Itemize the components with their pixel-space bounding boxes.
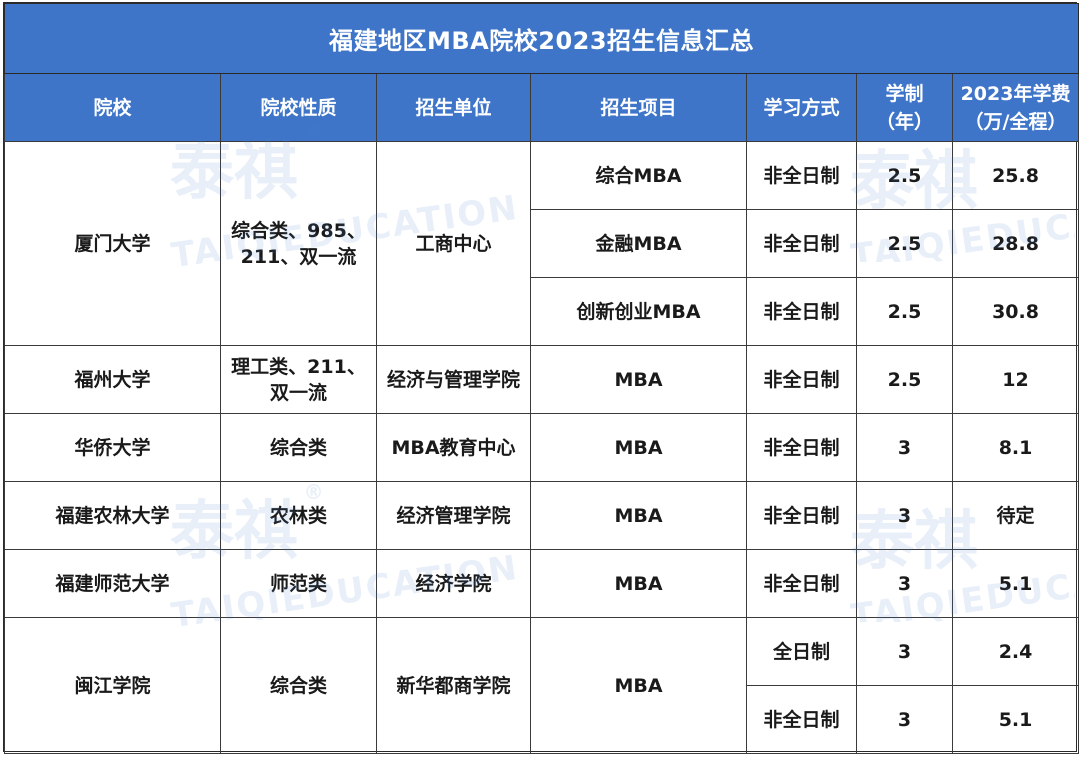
cell-project: 金融MBA xyxy=(530,209,747,278)
column-header-fee: 2023年学费 （万/全程） xyxy=(951,73,1080,142)
cell-fee: 2.4 xyxy=(951,617,1080,686)
cell-project: 创新创业MBA xyxy=(530,277,747,346)
cell-mode: 全日制 xyxy=(746,617,857,686)
cell-school: 闽江学院 xyxy=(4,617,221,754)
column-header-unit: 招生单位 xyxy=(376,73,531,142)
cell-mode: 非全日制 xyxy=(746,549,857,618)
cell-nature: 综合类 xyxy=(220,617,377,754)
header-row: 院校 院校性质 招生单位 招生项目 学习方式 学制 （年） 2023年学费 （万… xyxy=(4,73,1080,142)
cell-fee: 待定 xyxy=(951,481,1080,550)
cell-unit: 工商中心 xyxy=(376,141,531,346)
cell-school: 华侨大学 xyxy=(4,413,221,482)
cell-project: MBA xyxy=(530,617,747,754)
cell-unit: 经济管理学院 xyxy=(376,481,531,550)
cell-mode: 非全日制 xyxy=(746,481,857,550)
cell-fee: 12 xyxy=(951,345,1080,414)
table-row: 福建师范大学 师范类 经济学院 MBA 非全日制 3 5.1 xyxy=(4,549,1080,618)
cell-unit: 经济学院 xyxy=(376,549,531,618)
column-header-school: 院校 xyxy=(4,73,221,142)
cell-project: MBA xyxy=(530,481,747,550)
cell-project: 综合MBA xyxy=(530,141,747,210)
table-row: 非全日制 3 5.1 xyxy=(5,685,1080,754)
cell-nature: 综合类、985、 211、双一流 xyxy=(220,141,377,346)
cell-years: 3 xyxy=(856,481,953,550)
table-row: 福建农林大学 农林类 经济管理学院 MBA 非全日制 3 待定 xyxy=(4,481,1080,550)
cell-school: 福建农林大学 xyxy=(4,481,221,550)
cell-nature: 农林类 xyxy=(220,481,377,550)
mba-admissions-table: 福建地区MBA院校2023招生信息汇总 院校 院校性质 招生单位 招生项目 学习… xyxy=(3,3,1080,754)
cell-unit: 新华都商学院 xyxy=(376,617,531,754)
cell-mode: 非全日制 xyxy=(746,413,857,482)
cell-school: 厦门大学 xyxy=(4,141,221,346)
table-row: 福州大学 理工类、211、 双一流 经济与管理学院 MBA 非全日制 2.5 1… xyxy=(4,345,1080,414)
cell-fee: 25.8 xyxy=(951,141,1080,210)
cell-mode: 非全日制 xyxy=(746,277,857,346)
cell-unit: 经济与管理学院 xyxy=(376,345,531,414)
mba-table-container: 福建地区MBA院校2023招生信息汇总 院校 院校性质 招生单位 招生项目 学习… xyxy=(3,2,1080,754)
column-header-years: 学制 （年） xyxy=(856,73,953,142)
table-row: 厦门大学 综合类、985、 211、双一流 工商中心 综合MBA 非全日制 2.… xyxy=(4,141,1080,346)
cell-fee: 8.1 xyxy=(951,413,1080,482)
cell-years: 2.5 xyxy=(856,277,953,346)
cell-mode: 非全日制 xyxy=(746,141,857,210)
cell-nature: 理工类、211、 双一流 xyxy=(220,345,377,414)
column-header-project: 招生项目 xyxy=(530,73,747,142)
cell-project: MBA xyxy=(530,345,747,414)
cell-years: 2.5 xyxy=(856,141,953,210)
cell-years: 3 xyxy=(856,617,953,686)
cell-years: 3 xyxy=(856,413,953,482)
cell-mode: 非全日制 xyxy=(746,685,857,754)
cell-fee: 28.8 xyxy=(951,209,1080,278)
cell-years: 2.5 xyxy=(856,209,953,278)
cell-project: MBA xyxy=(530,413,747,482)
cell-school: 福建师范大学 xyxy=(4,549,221,618)
cell-school: 福州大学 xyxy=(4,345,221,414)
cell-fee: 5.1 xyxy=(951,549,1080,618)
column-header-mode: 学习方式 xyxy=(746,73,857,142)
cell-project: MBA xyxy=(530,549,747,618)
cell-fee: 30.8 xyxy=(951,277,1080,346)
table-row: 创新创业MBA 非全日制 2.5 30.8 xyxy=(5,277,1080,346)
table-row: 金融MBA 非全日制 2.5 28.8 xyxy=(5,209,1080,278)
table-row: 闽江学院 综合类 新华都商学院 MBA 全日制 3 2.4 xyxy=(4,617,1080,754)
cell-fee: 5.1 xyxy=(951,685,1080,754)
cell-nature: 师范类 xyxy=(220,549,377,618)
cell-nature: 综合类 xyxy=(220,413,377,482)
table-row: 华侨大学 综合类 MBA教育中心 MBA 非全日制 3 8.1 xyxy=(4,413,1080,482)
cell-years: 2.5 xyxy=(856,345,953,414)
cell-mode: 非全日制 xyxy=(746,345,857,414)
cell-mode: 非全日制 xyxy=(746,209,857,278)
cell-years: 3 xyxy=(856,685,953,754)
cell-years: 3 xyxy=(856,549,953,618)
table-title: 福建地区MBA院校2023招生信息汇总 xyxy=(3,3,1080,74)
column-header-nature: 院校性质 xyxy=(220,73,377,142)
cell-unit: MBA教育中心 xyxy=(376,413,531,482)
